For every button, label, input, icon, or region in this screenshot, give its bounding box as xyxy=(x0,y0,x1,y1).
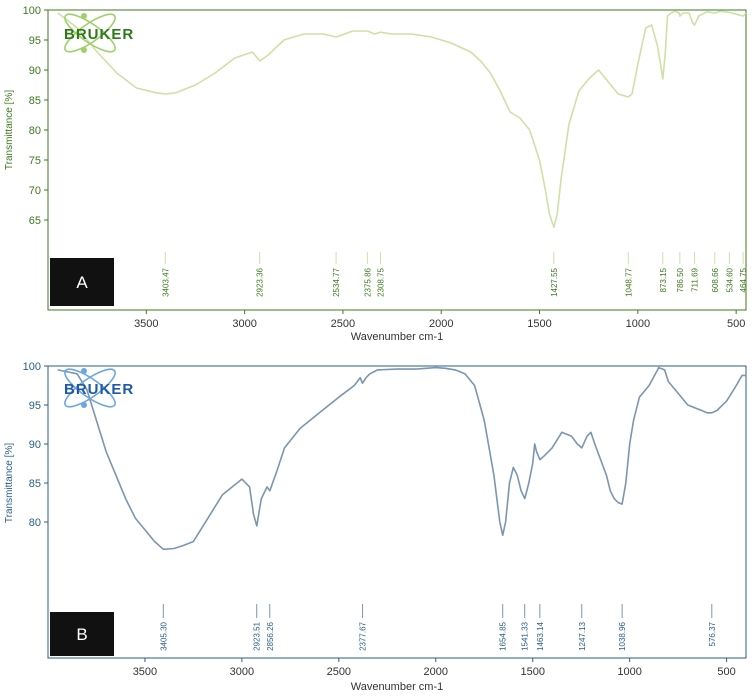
plot-frame xyxy=(47,365,747,659)
peak-label: 1048.77 xyxy=(624,267,633,296)
y-tick-label: 75 xyxy=(29,155,41,167)
y-tick-label: 90 xyxy=(29,439,41,451)
x-tick-label: 1500 xyxy=(520,666,544,678)
peak-label: 1427.55 xyxy=(550,267,559,296)
plot-frame xyxy=(47,9,747,311)
x-axis-label: Wavenumber cm-1 xyxy=(351,331,444,343)
y-tick-label: 70 xyxy=(29,185,41,197)
peak-label: 3405.30 xyxy=(159,621,168,650)
y-axis-label: Transmittance [%] xyxy=(4,443,15,523)
peak-label: 1038.96 xyxy=(618,621,627,650)
panel-b: 80 85 90 95 100 3500 3000 2500 2000 1500 1000 500 Wa… xyxy=(4,361,747,693)
peak-label: 464.75 xyxy=(739,267,748,292)
y-tick-label: 80 xyxy=(29,517,41,529)
logo-orbit-icon xyxy=(64,13,116,53)
peak-label: 534.60 xyxy=(725,267,734,292)
x-tick-label: 3500 xyxy=(133,666,157,678)
y-tick-label: 90 xyxy=(29,65,41,77)
panel-label: A xyxy=(76,273,88,292)
x-axis-label: Wavenumber cm-1 xyxy=(351,681,444,693)
x-tick-label: 1500 xyxy=(527,318,551,330)
x-tick-label: 3000 xyxy=(232,318,256,330)
x-tick-label: 2000 xyxy=(424,666,448,678)
peak-label: 576.37 xyxy=(708,621,717,646)
x-tick-label: 1000 xyxy=(626,318,650,330)
x-tick-label: 500 xyxy=(727,318,745,330)
panel-a: 65 70 75 80 85 90 95 100 3500 3000 2500 2000 1500 100… xyxy=(4,5,748,343)
peak-label: 1463.14 xyxy=(536,621,545,650)
panel-label-badge xyxy=(50,258,114,306)
panel-label: B xyxy=(76,625,87,644)
x-tick-label: 3500 xyxy=(134,318,158,330)
panel-label-badge xyxy=(50,612,114,656)
peak-label: 711.69 xyxy=(691,267,700,291)
y-tick-label: 80 xyxy=(29,125,41,137)
spectrum-line xyxy=(57,366,746,551)
peak-label: 1654.85 xyxy=(499,621,508,650)
logo-orbit-icon xyxy=(64,13,116,53)
peak-label: 2856.26 xyxy=(266,621,275,650)
peak-label: 608.66 xyxy=(711,267,720,292)
peak-label: 2308.75 xyxy=(377,267,386,296)
peak-label: 2375.86 xyxy=(363,267,372,296)
bruker-logo: BRUKER xyxy=(64,368,134,408)
peak-label: 3403.47 xyxy=(161,267,170,296)
logo-text: BRUKER xyxy=(64,26,134,43)
peak-label: 2923.51 xyxy=(253,621,262,650)
y-axis-label: Transmittance [%] xyxy=(4,90,15,170)
peak-label: 2923.36 xyxy=(256,267,265,296)
x-tick-label: 3000 xyxy=(230,666,254,678)
y-tick-label: 100 xyxy=(23,5,41,17)
x-tick-label: 2500 xyxy=(331,318,355,330)
bruker-logo: BRUKER xyxy=(64,13,134,53)
y-tick-label: 85 xyxy=(29,95,41,107)
y-tick-label: 95 xyxy=(29,35,41,47)
peak-label: 873.15 xyxy=(659,267,668,292)
y-tick-label: 85 xyxy=(29,478,41,490)
x-tick-label: 500 xyxy=(717,666,735,678)
x-tick-label: 2000 xyxy=(429,318,453,330)
logo-orbit-icon xyxy=(64,368,116,408)
logo-text: BRUKER xyxy=(64,381,134,398)
peak-label: 1247.13 xyxy=(578,621,587,650)
logo-orbit-icon xyxy=(64,368,116,408)
logo-dot-icon xyxy=(81,368,87,374)
peak-label: 2377.67 xyxy=(359,621,368,650)
logo-dot-icon xyxy=(81,47,87,53)
y-tick-label: 100 xyxy=(23,361,41,373)
logo-dot-icon xyxy=(81,402,87,408)
x-tick-label: 2500 xyxy=(327,666,351,678)
peak-label: 786.50 xyxy=(676,267,685,292)
y-tick-label: 65 xyxy=(29,215,41,227)
y-tick-label: 95 xyxy=(29,400,41,412)
x-tick-label: 1000 xyxy=(617,666,641,678)
logo-dot-icon xyxy=(81,13,87,19)
peak-label: 2534.77 xyxy=(332,267,341,296)
peak-label: 1541.33 xyxy=(521,621,530,650)
spectrum-line xyxy=(57,10,747,228)
